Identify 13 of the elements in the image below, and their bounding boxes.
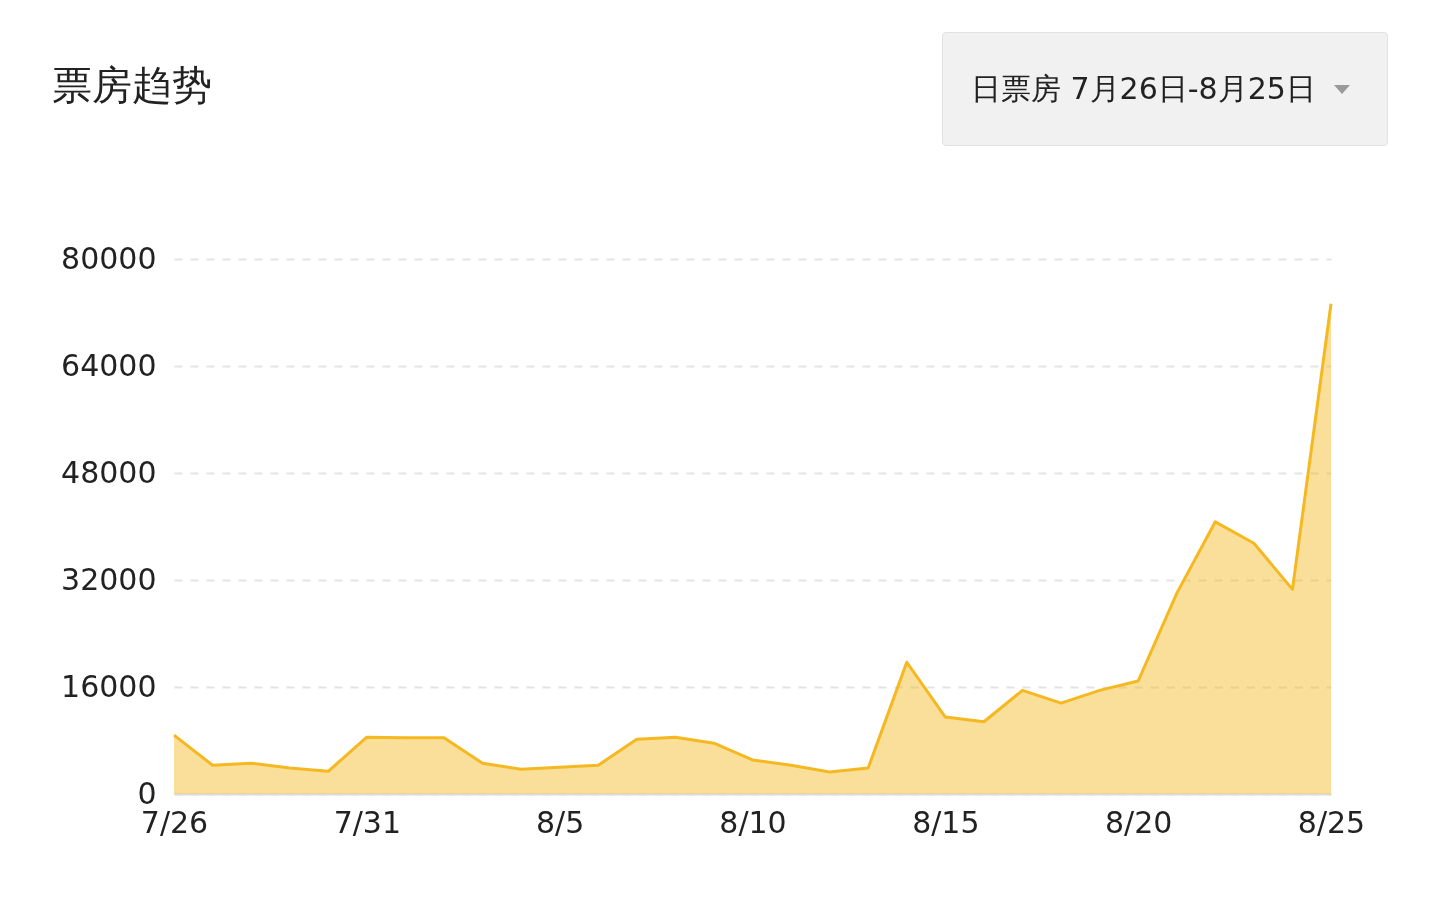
y-tick-label: 48000 xyxy=(61,454,157,490)
x-tick-label: 8/5 xyxy=(536,804,585,840)
x-tick-label: 7/31 xyxy=(333,804,402,840)
x-tick-label: 8/25 xyxy=(1297,804,1366,840)
dropdown: 日票房 7月26日-8月25日 xyxy=(942,32,1388,146)
chart-title: 票房趋势 xyxy=(52,61,212,110)
y-tick-label: 16000 xyxy=(61,668,157,704)
y-tick-label: 64000 xyxy=(61,347,157,383)
y-tick-label: 80000 xyxy=(61,240,157,276)
x-tick-label: 8/10 xyxy=(719,804,787,840)
x-tick-label: 8/15 xyxy=(912,804,980,840)
x-tick-label: 8/20 xyxy=(1104,804,1173,840)
y-tick-label: 32000 xyxy=(61,561,157,597)
